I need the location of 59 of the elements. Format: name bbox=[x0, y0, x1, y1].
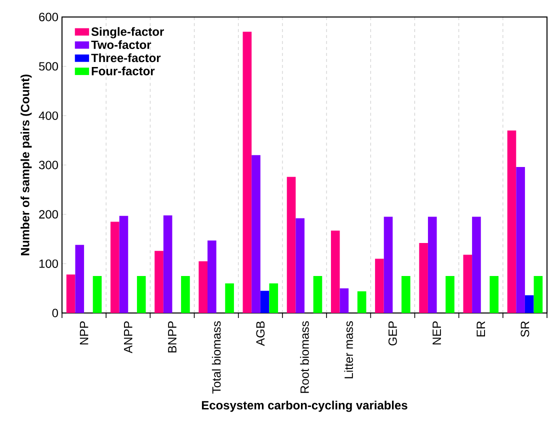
y-tick-label: 0 bbox=[52, 308, 58, 318]
bar bbox=[154, 250, 164, 313]
x-tick-label: ANPP bbox=[124, 321, 132, 354]
legend-label: Single-factor bbox=[91, 27, 164, 38]
bar bbox=[357, 291, 366, 313]
bar bbox=[534, 276, 543, 313]
bar bbox=[490, 276, 499, 313]
x-tick-label: NEP bbox=[432, 321, 441, 344]
x-tick-label: AGB bbox=[256, 321, 265, 346]
x-tick-label: GEP bbox=[388, 321, 397, 346]
bar bbox=[252, 155, 260, 313]
bar bbox=[225, 283, 234, 313]
bar bbox=[524, 295, 534, 313]
y-tick-label: 100 bbox=[39, 259, 58, 268]
bar bbox=[163, 215, 172, 313]
bar bbox=[507, 130, 516, 313]
bar bbox=[384, 216, 393, 313]
y-tick-label: 400 bbox=[38, 111, 58, 120]
y-tick-label: 500 bbox=[39, 62, 58, 71]
x-tick-label: Total biomass bbox=[212, 321, 221, 394]
bar bbox=[296, 218, 305, 313]
x-tick-label: BNPP bbox=[168, 321, 176, 352]
bar bbox=[198, 261, 208, 313]
bar bbox=[313, 276, 322, 313]
bar bbox=[446, 276, 454, 313]
bar bbox=[136, 276, 146, 313]
bar bbox=[92, 276, 102, 313]
bar bbox=[286, 176, 296, 313]
bar bbox=[463, 254, 472, 313]
bar bbox=[110, 222, 120, 313]
bar bbox=[260, 290, 270, 313]
x-tick-label: NPP bbox=[80, 321, 88, 344]
legend-label: Three-factor bbox=[91, 53, 161, 62]
bar bbox=[340, 288, 349, 313]
bar bbox=[375, 258, 384, 313]
x-axis-title: Ecosystem carbon-cycling variables bbox=[202, 400, 408, 412]
x-tick-label: Root biomass bbox=[300, 321, 309, 393]
x-tick-label: SR bbox=[520, 321, 530, 337]
bar bbox=[75, 244, 84, 313]
y-axis-title: Number of sample pairs (Count) bbox=[20, 74, 32, 256]
bar bbox=[428, 216, 437, 313]
bar bbox=[181, 276, 190, 313]
legend-label: Two-factor bbox=[91, 40, 152, 50]
x-tick-label: ER bbox=[476, 321, 485, 336]
x-tick-label: Litter mass bbox=[344, 321, 353, 378]
y-tick-label: 600 bbox=[39, 12, 58, 22]
bar bbox=[119, 216, 128, 313]
bar bbox=[269, 283, 278, 313]
bar bbox=[242, 32, 252, 313]
legend-label: Four-factor bbox=[92, 66, 155, 76]
bar bbox=[419, 242, 428, 313]
bar bbox=[330, 230, 340, 313]
bar bbox=[472, 216, 481, 313]
y-tick-label: 200 bbox=[39, 210, 58, 219]
bar bbox=[208, 240, 216, 313]
bar bbox=[516, 166, 525, 313]
bar bbox=[66, 274, 76, 313]
y-tick-label: 300 bbox=[38, 160, 58, 170]
bar bbox=[402, 276, 410, 313]
